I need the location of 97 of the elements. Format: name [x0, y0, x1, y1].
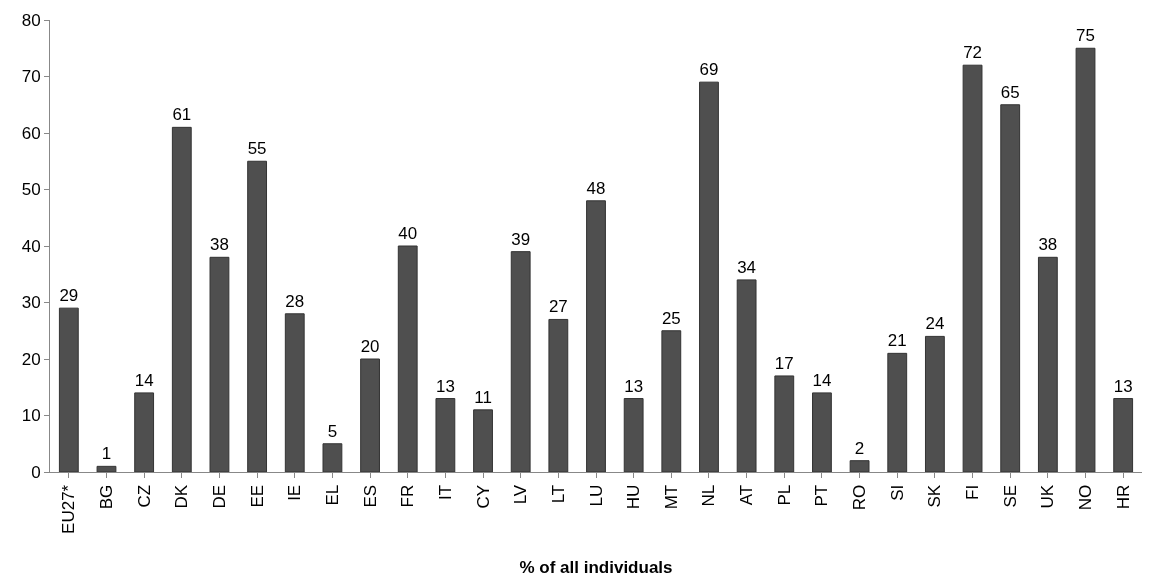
- data-label: 39: [511, 229, 531, 249]
- bar: [473, 409, 493, 472]
- data-label: 14: [812, 370, 832, 390]
- data-label: 20: [360, 337, 380, 357]
- bar: [699, 81, 719, 472]
- bar: [1037, 256, 1058, 472]
- x-tick-label: RO: [850, 484, 870, 511]
- x-tick-label: DK: [172, 484, 192, 509]
- bar: [435, 398, 456, 472]
- data-label: 55: [247, 139, 267, 159]
- data-label: 13: [1113, 376, 1133, 396]
- bar: [171, 126, 192, 472]
- data-label: 25: [661, 308, 681, 328]
- data-label: 61: [172, 105, 192, 125]
- data-label: 13: [624, 376, 644, 396]
- x-tick-label: LT: [548, 484, 568, 504]
- bar: [849, 460, 870, 472]
- data-label: 38: [210, 235, 229, 255]
- x-tick-label: MT: [661, 484, 681, 510]
- y-tick-label: 70: [21, 67, 41, 87]
- data-label: 14: [134, 370, 154, 390]
- bar: [774, 375, 795, 472]
- data-label: 24: [925, 314, 945, 334]
- data-label: 48: [586, 178, 606, 198]
- x-tick-label: PT: [812, 484, 832, 507]
- data-label: 2: [854, 438, 865, 458]
- data-label: 34: [737, 257, 757, 277]
- bar: [209, 256, 230, 472]
- bar: [322, 443, 343, 472]
- bar: [812, 392, 832, 472]
- data-label: 17: [774, 353, 794, 373]
- data-label: 29: [59, 286, 79, 306]
- data-label: 5: [327, 421, 338, 441]
- data-label: 38: [1038, 235, 1058, 255]
- x-tick-label: AT: [737, 484, 757, 506]
- x-tick-label: FI: [963, 484, 983, 500]
- data-label: 21: [887, 331, 907, 351]
- x-tick-label: SE: [1000, 484, 1020, 508]
- data-label: 27: [548, 297, 568, 317]
- data-label: 28: [285, 291, 305, 311]
- y-tick-label: 80: [21, 10, 41, 30]
- y-tick-label: 50: [21, 180, 41, 200]
- x-tick-label: LU: [586, 484, 606, 507]
- bar: [58, 307, 79, 472]
- data-label: 40: [398, 224, 418, 244]
- bar: [661, 330, 682, 472]
- y-tick-label: 20: [21, 349, 41, 369]
- bar: [134, 392, 155, 472]
- bar: [736, 279, 757, 472]
- x-tick-label: BG: [97, 484, 117, 510]
- x-tick-label: IE: [285, 484, 305, 501]
- x-tick-label: SI: [887, 484, 907, 501]
- bar: [887, 352, 908, 472]
- data-label: 13: [435, 376, 455, 396]
- y-tick-label: 60: [21, 123, 41, 143]
- x-tick-label: FR: [398, 484, 418, 508]
- bar: [96, 465, 117, 472]
- bar: [510, 251, 531, 472]
- bar: [548, 318, 569, 472]
- data-label: 72: [963, 43, 982, 63]
- y-tick-label: 40: [21, 236, 41, 256]
- x-tick-label: CZ: [134, 484, 154, 508]
- x-tick-label: EL: [322, 484, 342, 506]
- x-tick-label: ES: [360, 484, 380, 508]
- bar: [360, 358, 380, 472]
- x-axis-title: % of all individuals: [519, 558, 673, 578]
- x-tick-label: HU: [624, 484, 644, 510]
- x-tick-label: CY: [473, 484, 493, 509]
- x-tick-label: UK: [1038, 484, 1058, 509]
- bar: [1075, 47, 1096, 472]
- y-tick-label: 10: [21, 406, 41, 426]
- bar: [924, 335, 945, 472]
- data-label: 1: [101, 444, 112, 464]
- bar: [1113, 398, 1134, 472]
- bar: [284, 313, 305, 472]
- y-tick-label: 30: [21, 293, 41, 313]
- x-tick-label: IT: [435, 484, 455, 500]
- data-label: 11: [474, 387, 492, 407]
- x-tick-label: DE: [209, 484, 229, 509]
- data-label: 65: [1000, 82, 1020, 102]
- x-tick-label: PL: [774, 484, 794, 506]
- data-label: 75: [1076, 26, 1095, 46]
- x-tick-label: EU27*: [59, 484, 79, 534]
- x-tick-label: SK: [925, 484, 945, 508]
- x-tick-label: EE: [247, 484, 267, 508]
- data-label: 69: [699, 60, 719, 80]
- y-tick-label: 0: [31, 462, 41, 482]
- x-tick-label: NL: [699, 484, 719, 507]
- x-tick-label: NO: [1076, 484, 1096, 511]
- x-tick-label: HR: [1113, 484, 1133, 510]
- bar: [586, 200, 606, 472]
- bar: [962, 64, 983, 472]
- bar: [1000, 104, 1021, 472]
- bar: [397, 245, 418, 472]
- bar: [247, 160, 268, 472]
- x-tick-label: LV: [511, 484, 531, 505]
- bar: [623, 398, 644, 472]
